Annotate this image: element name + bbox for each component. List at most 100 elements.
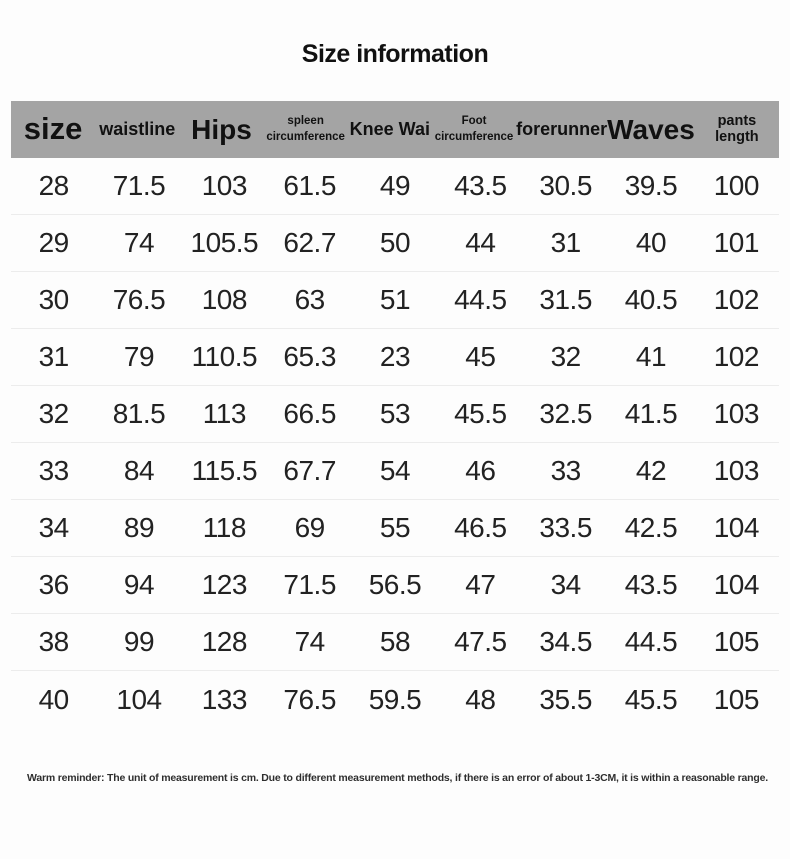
table-cell-waistline: 94 bbox=[123, 569, 155, 600]
table-cell-knee: 50 bbox=[379, 227, 411, 258]
table-cell-foot: 45 bbox=[465, 341, 496, 372]
table-cell-knee: 23 bbox=[379, 341, 411, 372]
column-header-hips: Hips bbox=[179, 113, 263, 145]
column-header-spleen: spleen circumference bbox=[264, 114, 348, 145]
table-cell-hips: 133 bbox=[201, 683, 248, 715]
table-cell-forerunner: 32 bbox=[550, 341, 582, 372]
table-cell-size: 34 bbox=[38, 512, 70, 543]
table-cell-foot: 44 bbox=[465, 227, 496, 258]
table-cell-waistline: 84 bbox=[123, 455, 155, 486]
table-row: 32 81.5 113 66.5 53 45.5 32.5 41.5 103 bbox=[11, 386, 779, 443]
table-cell-waves: 41 bbox=[635, 341, 667, 372]
column-header-label: Knee Wai bbox=[349, 119, 430, 140]
table-cell-spleen: 74 bbox=[294, 626, 326, 657]
table-cell-pants: 105 bbox=[713, 683, 760, 715]
table-row: 28 71.5 103 61.5 49 43.5 30.5 39.5 100 bbox=[11, 158, 779, 215]
table-cell-waistline: 71.5 bbox=[112, 170, 166, 201]
table-cell-forerunner: 31 bbox=[550, 227, 582, 258]
table-row: 31 79 110.5 65.3 23 45 32 41 102 bbox=[11, 329, 779, 386]
table-cell-waves: 39.5 bbox=[624, 170, 678, 201]
column-header-pants: pants length bbox=[695, 113, 779, 145]
table-row: 36 94 123 71.5 56.5 47 34 43.5 104 bbox=[11, 557, 779, 614]
table-cell-knee: 51 bbox=[379, 284, 411, 315]
column-header-foot: Foot circumference bbox=[432, 114, 516, 145]
table-cell-size: 29 bbox=[38, 227, 70, 258]
table-cell-spleen: 65.3 bbox=[283, 341, 336, 372]
table-cell-foot: 45.5 bbox=[454, 398, 507, 429]
table-cell-pants: 100 bbox=[713, 170, 760, 201]
column-header-label: spleen bbox=[287, 114, 324, 127]
table-cell-forerunner: 33.5 bbox=[539, 512, 592, 543]
table-cell-forerunner: 33 bbox=[550, 455, 582, 486]
table-cell-waves: 45.5 bbox=[624, 683, 678, 715]
column-header-size: size bbox=[11, 113, 95, 146]
table-cell-knee: 58 bbox=[379, 626, 411, 657]
table-cell-waves: 41.5 bbox=[624, 398, 678, 429]
column-header-knee: Knee Wai bbox=[348, 120, 432, 139]
table-cell-waves: 42 bbox=[635, 455, 667, 486]
table-cell-pants: 105 bbox=[713, 626, 760, 657]
table-row: 29 74 105.5 62.7 50 44 31 40 101 bbox=[11, 215, 779, 272]
table-cell-spleen: 71.5 bbox=[283, 569, 336, 600]
table-cell-forerunner: 35.5 bbox=[539, 683, 592, 715]
column-header-waves: Waves bbox=[607, 113, 695, 145]
table-cell-forerunner: 34 bbox=[550, 569, 582, 600]
table-cell-waistline: 79 bbox=[123, 341, 155, 372]
table-cell-knee: 59.5 bbox=[368, 683, 422, 715]
table-cell-pants: 104 bbox=[713, 569, 760, 600]
table-row: 34 89 118 69 55 46.5 33.5 42.5 104 bbox=[11, 500, 779, 557]
table-cell-spleen: 61.5 bbox=[283, 170, 336, 201]
table-body: 28 71.5 103 61.5 49 43.5 30.5 39.5 100 29 74 105.5 6… bbox=[11, 158, 779, 728]
table-cell-foot: 47 bbox=[465, 569, 496, 600]
page-title: Size information bbox=[301, 40, 489, 68]
column-header-label: circumference bbox=[434, 130, 514, 143]
column-header-label: Foot bbox=[461, 114, 487, 127]
table-cell-foot: 47.5 bbox=[454, 626, 507, 657]
table-cell-pants: 101 bbox=[713, 227, 760, 258]
table-cell-waves: 43.5 bbox=[624, 569, 678, 600]
table-cell-waistline: 81.5 bbox=[112, 398, 166, 429]
table-cell-spleen: 67.7 bbox=[283, 455, 336, 486]
table-cell-size: 30 bbox=[38, 284, 70, 315]
table-cell-hips: 103 bbox=[201, 170, 248, 201]
table-cell-spleen: 76.5 bbox=[283, 683, 336, 715]
table-cell-knee: 54 bbox=[379, 455, 411, 486]
table-cell-size: 33 bbox=[38, 455, 70, 486]
table-cell-forerunner: 30.5 bbox=[539, 170, 592, 201]
table-cell-foot: 44.5 bbox=[454, 284, 507, 315]
table-cell-hips: 123 bbox=[201, 569, 248, 600]
reminder-note: Warm reminder: The unit of measurement i… bbox=[27, 772, 768, 784]
table-cell-size: 32 bbox=[38, 398, 70, 429]
table-cell-size: 28 bbox=[38, 170, 70, 201]
table-cell-size: 38 bbox=[38, 626, 70, 657]
table-cell-knee: 53 bbox=[379, 398, 411, 429]
table-header-row: size waistline Hips spleen circumference Knee… bbox=[11, 101, 779, 158]
table-cell-pants: 102 bbox=[713, 284, 760, 315]
table-cell-waistline: 89 bbox=[123, 512, 155, 543]
column-header-label: pants length bbox=[715, 113, 759, 145]
column-header-label: waistline bbox=[99, 119, 176, 140]
table-cell-hips: 105.5 bbox=[190, 227, 259, 258]
column-header-label: Waves bbox=[607, 113, 695, 145]
table-cell-pants: 103 bbox=[713, 398, 760, 429]
table-cell-waistline: 99 bbox=[123, 626, 155, 657]
column-header-label: forerunner bbox=[516, 119, 608, 140]
table-cell-hips: 128 bbox=[201, 626, 248, 657]
table-row: 40 104 133 76.5 59.5 48 35.5 45.5 105 bbox=[11, 671, 779, 728]
table-cell-foot: 43.5 bbox=[454, 170, 507, 201]
table-cell-hips: 113 bbox=[202, 398, 247, 429]
table-cell-waistline: 104 bbox=[116, 683, 162, 715]
table-cell-spleen: 69 bbox=[294, 512, 326, 543]
table-cell-forerunner: 34.5 bbox=[539, 626, 592, 657]
table-cell-knee: 55 bbox=[379, 512, 411, 543]
table-cell-pants: 102 bbox=[713, 341, 760, 372]
table-cell-foot: 46.5 bbox=[454, 512, 507, 543]
table-row: 33 84 115.5 67.7 54 46 33 42 103 bbox=[11, 443, 779, 500]
table-cell-hips: 115.5 bbox=[191, 455, 258, 486]
column-header-forerunner: forerunner bbox=[516, 120, 607, 139]
column-header-label: size bbox=[23, 111, 83, 147]
table-cell-knee: 49 bbox=[379, 170, 411, 201]
column-header-label: Hips bbox=[191, 113, 252, 145]
table-row: 38 99 128 74 58 47.5 34.5 44.5 105 bbox=[11, 614, 779, 671]
table-cell-forerunner: 32.5 bbox=[539, 398, 592, 429]
